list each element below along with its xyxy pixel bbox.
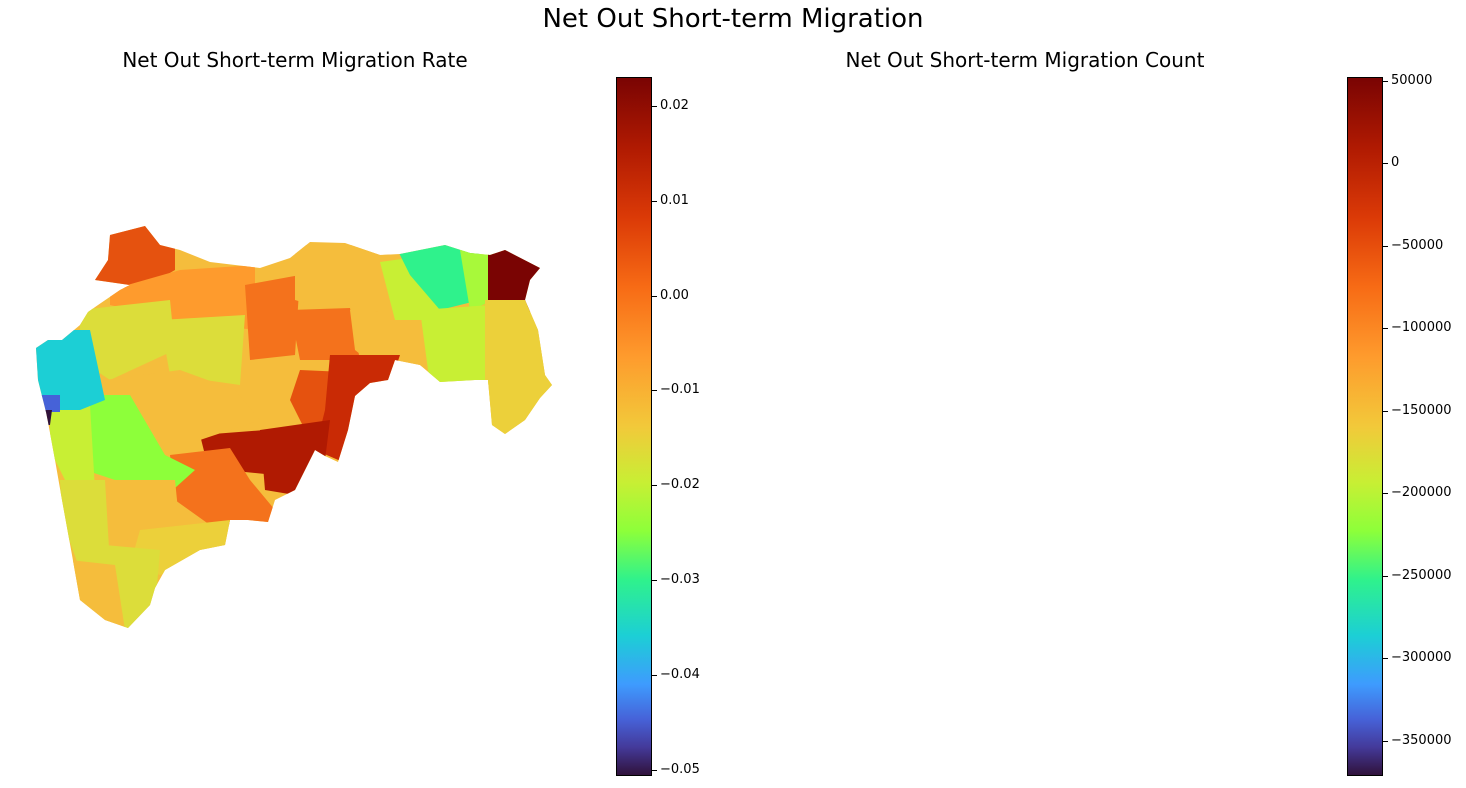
rate-colorbar [616,77,652,776]
region-vidarbha-west [1082,310,1172,370]
count-colorbar-tick: 0 [1382,155,1400,170]
region-north-east-1 [295,245,390,315]
region-raigad [50,405,95,490]
region-north-west [110,265,255,330]
region-ratnagiri [792,480,842,570]
region-nanded [1047,355,1132,465]
region-satara [832,480,912,545]
count-colorbar [1347,77,1383,776]
region-north-central [245,275,300,360]
rate-colorbar-tick: 0.02 [652,98,689,113]
region-thane [36,330,105,410]
count-colorbar-tick: −300000 [1383,650,1452,665]
count-colorbar-tick: −100000 [1383,320,1452,335]
region-parbhani [992,420,1062,495]
region-gadchiroli [485,300,552,440]
region-pune [812,390,927,488]
rate-colorbar-tick: −0.02 [652,477,700,492]
region-thane [762,330,837,410]
count-map-title: Net Out Short-term Migration Count [845,48,1205,72]
region-central-east [1022,308,1092,360]
region-nagpur [1127,245,1212,318]
rate-colorbar-tick: −0.01 [652,382,700,397]
region-west-central [812,300,907,380]
region-chandrapur [1152,305,1222,385]
count-colorbar-tick: 50000 [1382,73,1433,88]
rate-colorbar-tick: −0.04 [652,667,700,682]
region-latur [907,430,1007,525]
rate-colorbar-tick: 0.01 [652,193,689,208]
region-sindhudurg [802,560,857,630]
region-kolhapur [837,545,892,630]
region-sangli [862,520,962,575]
region-bhandara [1202,250,1232,310]
rate-map [36,226,552,628]
region-pune [80,395,195,488]
region-mumbai-suburban [772,395,792,412]
count-colorbar-gradient [1348,78,1382,775]
rate-map-title: Net Out Short-term Migration Rate [122,48,468,72]
region-osmanabad [170,448,275,525]
region-marathwada-1 [1022,370,1087,430]
region-gondia [1220,245,1277,312]
region-central-east [290,308,360,360]
count-colorbar-tick: −150000 [1383,403,1452,418]
rate-colorbar-tick: −0.05 [652,762,700,777]
region-raigad [782,405,827,490]
count-colorbar-tick: −250000 [1383,568,1452,583]
rate-colorbar-tick: 0.00 [652,288,689,303]
region-mumbai-city [774,410,784,425]
region-central-north [160,315,245,385]
region-nw [827,220,907,290]
region-north-west [842,265,987,330]
count-map [732,200,1332,650]
rate-colorbar-tick: −0.03 [652,572,700,587]
region-west-central [80,300,175,380]
region-ahmednagar [837,370,992,445]
region-north-east-1 [1027,245,1122,315]
region-nagpur [395,245,480,310]
figure-title: Net Out Short-term Migration [542,4,924,34]
region-chandrapur [420,305,490,385]
region-mumbai-suburban [40,395,60,412]
count-colorbar-tick: −200000 [1383,485,1452,500]
region-north-central [977,275,1032,360]
region-parbhani [260,420,330,495]
count-colorbar-tick: −350000 [1383,733,1452,748]
rate-colorbar-gradient [617,78,651,775]
region-gadchiroli [1217,300,1292,440]
region-base [732,200,1332,650]
region-vidarbha-north [1112,255,1172,320]
count-colorbar-tick: −50000 [1382,238,1444,253]
region-central-north [892,315,977,385]
region-ratnagiri [60,480,110,570]
region-bhandara [460,250,495,310]
